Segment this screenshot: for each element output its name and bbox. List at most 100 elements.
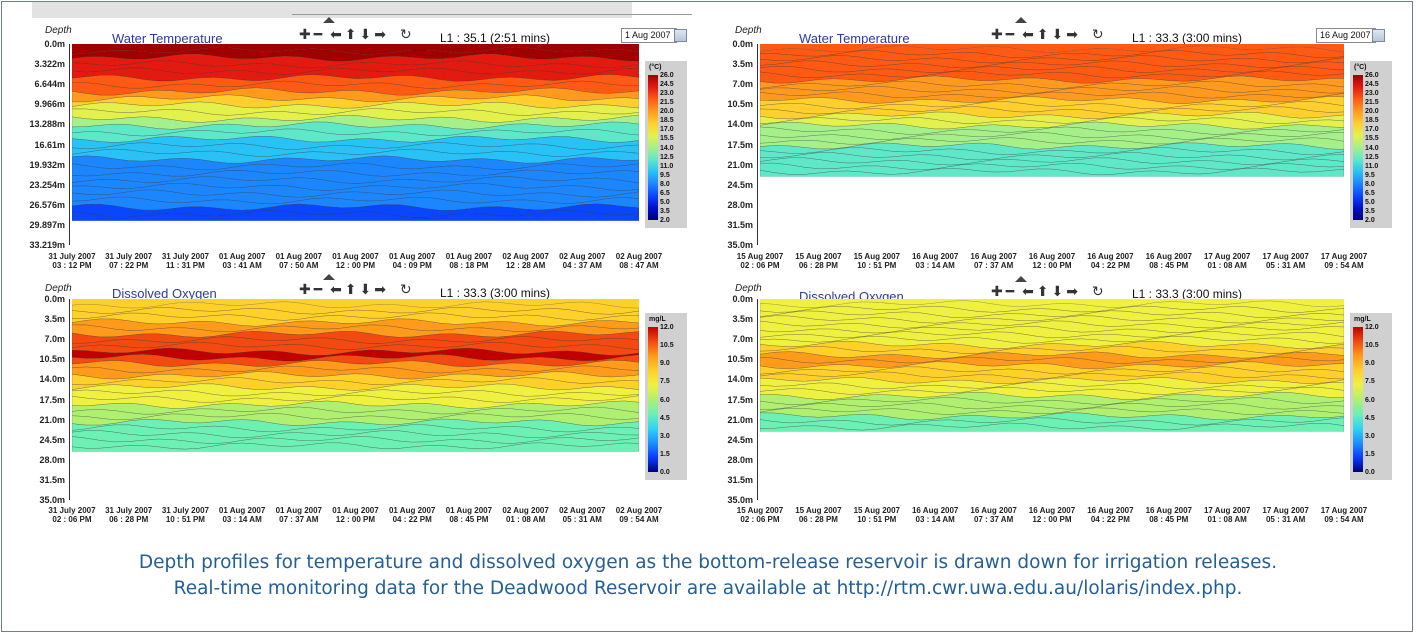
contour-band [72,46,639,62]
contour-band [760,366,1344,380]
contour-plot-svg [72,44,639,245]
zoom-out-icon[interactable]: ━ [1005,283,1016,299]
contour-plot[interactable] [72,44,639,245]
contour-band [760,162,1344,176]
time-tick-time: 04 : 22 PM [1090,515,1130,524]
contour-band [72,389,639,403]
depth-tick-label: 3.5m [732,314,753,325]
pan-right-icon[interactable]: ➡ [374,281,387,297]
depth-tick-label: 24.5m [727,179,753,190]
calendar-icon[interactable] [674,29,687,42]
reset-icon[interactable]: ↻ [399,281,413,297]
pan-left-icon[interactable]: ⬅ [1022,283,1035,299]
pan-right-icon[interactable]: ➡ [374,26,387,42]
colorbar-tick: 5.0 [660,198,670,206]
time-tick-time: 12 : 00 PM [335,261,376,270]
depth-axis-line [69,299,70,500]
contour-band [72,53,639,69]
zoom-in-icon[interactable]: ✚ [991,283,1004,299]
depth-tick-label: 3.322m [34,59,65,70]
contour-plot[interactable] [760,299,1344,500]
time-tick-label: 17 Aug 2007 05 : 31 AM [1256,506,1316,524]
time-tick-time: 05 : 31 AM [1265,515,1306,524]
time-tick-date: 17 Aug 2007 [1203,506,1251,515]
time-tick-date: 17 Aug 2007 [1320,506,1368,515]
contour-band [72,108,639,123]
time-tick-time: 03 : 14 AM [915,261,955,270]
time-tick-label: 02 Aug 2007 01 : 08 AM [496,506,556,524]
nav-toolbar: ✚ ━ ⬅ ⬆ ⬇ ➡ ↻ [299,26,415,43]
time-tick-date: 31 July 2007 [105,506,153,515]
time-tick-date: 17 Aug 2007 [1320,252,1368,261]
contour-plot-svg [760,44,1344,245]
pan-left-icon[interactable]: ⬅ [330,281,343,297]
pan-up-icon[interactable]: ⬆ [344,26,358,42]
pan-down-icon[interactable]: ⬇ [1051,283,1065,299]
zoom-in-icon[interactable]: ✚ [991,26,1004,42]
l1-readout: L1 : 33.3 (3:00 mins) [440,286,551,300]
pan-up-icon[interactable]: ⬆ [1036,283,1050,299]
colorbar-tick: 0.0 [660,469,670,476]
reset-icon[interactable]: ↻ [1091,283,1105,299]
depth-tick-label: 19.932m [29,159,65,170]
depth-tick-label: 26.576m [29,199,65,210]
time-tick-label: 31 July 2007 07 : 22 PM [99,252,159,270]
time-tick-time: 02 : 06 PM [740,515,780,524]
colorbar-tick: 23.0 [660,90,674,98]
zoom-in-icon[interactable]: ✚ [299,281,312,297]
pan-right-icon[interactable]: ➡ [1066,283,1079,299]
date-field[interactable]: 16 Aug 2007 [1316,28,1376,43]
colorbar-tick: 23.0 [1365,90,1379,98]
pan-left-icon[interactable]: ⬅ [330,26,343,42]
pan-down-icon[interactable]: ⬇ [359,26,373,42]
zoom-caret-icon[interactable] [323,274,335,280]
l1-readout: L1 : 35.1 (2:51 mins) [440,31,551,45]
calendar-icon[interactable] [1372,29,1385,42]
zoom-out-icon[interactable]: ━ [313,281,324,297]
pan-left-icon[interactable]: ⬅ [1022,26,1035,42]
time-tick-time: 12 : 00 PM [1032,261,1072,270]
depth-tick-label: 3.5m [44,314,65,325]
time-tick-label: 01 Aug 2007 12 : 00 PM [326,252,386,270]
depth-tick-label: 0.0m [732,294,753,304]
colorbar-unit: mg/L [1354,316,1371,323]
contour-plot[interactable] [760,44,1344,245]
time-tick-time: 07 : 37 AM [973,515,1014,524]
time-tick-label: 15 Aug 2007 02 : 06 PM [730,252,790,270]
pan-right-icon[interactable]: ➡ [1066,26,1079,42]
pan-up-icon[interactable]: ⬆ [1036,26,1050,42]
zoom-out-icon[interactable]: ━ [1005,26,1016,42]
zoom-out-icon[interactable]: ━ [313,26,324,42]
contour-band [72,412,639,427]
colorbar-tick: 1.5 [660,450,670,458]
colorbar-tick: 20.0 [1365,108,1379,116]
zoom-caret-icon[interactable] [1015,17,1027,23]
time-tick-date: 31 July 2007 [105,252,153,261]
time-tick-label: 15 Aug 2007 06 : 28 PM [788,252,848,270]
pan-down-icon[interactable]: ⬇ [359,281,373,297]
zoom-caret-icon[interactable] [1015,276,1027,282]
time-tick-label: 01 Aug 2007 08 : 45 PM [439,506,499,524]
depth-axis-line [757,44,758,245]
colorbar-tick: 6.5 [1365,189,1375,197]
time-tick-label: 17 Aug 2007 05 : 31 AM [1256,252,1316,270]
colorbar-tick: 3.5 [660,207,670,215]
time-tick-label: 01 Aug 2007 07 : 37 AM [269,506,329,524]
reset-icon[interactable]: ↻ [1091,26,1105,42]
no-data-region [72,451,639,500]
pan-up-icon[interactable]: ⬆ [344,281,358,297]
time-tick-time: 07 : 50 AM [279,261,319,270]
contour-band [760,361,1344,375]
date-field[interactable]: 1 Aug 2007 [621,28,677,43]
time-tick-time: 03 : 14 AM [222,515,262,524]
time-tick-label: 31 July 2007 10 : 51 PM [155,506,215,524]
time-tick-label: 01 Aug 2007 08 : 18 PM [439,252,499,270]
zoom-caret-icon[interactable] [323,17,335,23]
zoom-in-icon[interactable]: ✚ [299,26,312,42]
contour-plot[interactable] [72,299,639,500]
depth-tick-label: 17.5m [39,394,65,405]
time-tick-date: 01 Aug 2007 [275,252,322,261]
reset-icon[interactable]: ↻ [399,26,413,42]
pan-down-icon[interactable]: ⬇ [1051,26,1065,42]
